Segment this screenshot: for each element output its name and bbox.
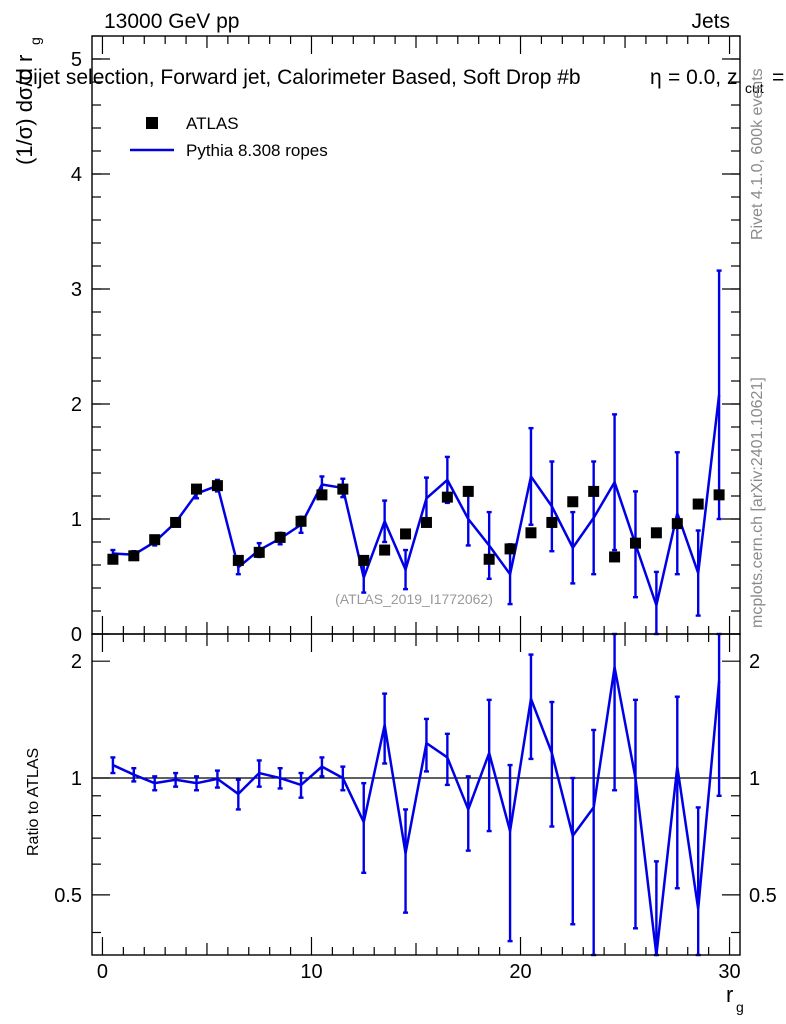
data-point — [274, 531, 286, 543]
ratio-plot-frame — [91, 633, 741, 956]
data-point — [191, 483, 203, 495]
data-point — [692, 498, 704, 510]
mc-series-line — [112, 394, 721, 607]
data-point — [211, 480, 223, 492]
data-point — [525, 527, 537, 539]
analysis-watermark: (ATLAS_2019_I1772062) — [335, 591, 493, 607]
legend-data-label: ATLAS — [186, 114, 239, 133]
data-point — [170, 516, 182, 528]
ratio-ytick-label: 1 — [71, 768, 82, 790]
data-point — [588, 485, 600, 497]
data-point — [358, 554, 370, 566]
data-point — [253, 546, 265, 558]
main-axis-ticks: 0 1 2 3 4 5 — [71, 35, 740, 646]
xtick-label: 10 — [300, 961, 322, 983]
plot-title-subscript: cut — [745, 80, 764, 96]
rivet-label: Rivet 4.1.0, 600k events — [749, 68, 766, 240]
main-ytick-label: 0 — [71, 624, 82, 646]
plot-title: Dijet selection, Forward jet, Calorimete… — [18, 66, 581, 89]
mcplots-label: mcplots.cern.ch [arXiv:2401.10621] — [749, 377, 766, 628]
legend-data-marker — [146, 117, 158, 129]
main-ylabel-subscript: g — [27, 37, 43, 45]
data-point — [441, 491, 453, 503]
plot-title-eta: η — [650, 66, 662, 89]
plot-title-params: = 0.0, z — [668, 66, 737, 89]
xtick-label: 20 — [509, 961, 531, 983]
ratio-ylabel: Ratio to ATLAS — [25, 748, 42, 856]
plot-title-end: = — [772, 66, 784, 89]
data-point — [107, 553, 119, 565]
data-point — [567, 496, 579, 508]
data-point — [316, 489, 328, 501]
ratio-axis-ticks: 0 10 20 30 0.5 0.5 1 1 2 2 — [54, 634, 777, 983]
data-point — [149, 534, 161, 546]
data-point — [609, 551, 621, 563]
legend: ATLAS Pythia 8.308 ropes — [130, 114, 328, 160]
main-ytick-label: 3 — [71, 279, 82, 301]
data-point — [629, 537, 641, 549]
ratio-ytick-label-right: 0.5 — [749, 885, 777, 907]
data-point — [546, 516, 558, 528]
main-ytick-label: 5 — [71, 49, 82, 71]
xtick-label: 0 — [97, 961, 108, 983]
data-point — [462, 485, 474, 497]
data-point — [671, 518, 683, 530]
data-point — [232, 554, 244, 566]
xtick-label: 30 — [718, 961, 740, 983]
xlabel-subscript: g — [736, 999, 744, 1015]
chart-series — [107, 269, 725, 957]
collision-label: 13000 GeV pp — [104, 10, 239, 33]
data-point — [400, 528, 412, 540]
data-point — [420, 516, 432, 528]
data-point — [128, 550, 140, 562]
main-ylabel: (1/σ) dσ/d r — [12, 55, 37, 165]
process-label: Jets — [691, 10, 730, 33]
data-point — [483, 553, 495, 565]
main-ytick-label: 2 — [71, 394, 82, 416]
data-point — [337, 483, 349, 495]
ratio-ytick-label: 0.5 — [54, 885, 82, 907]
data-point — [650, 527, 662, 539]
main-ytick-label: 4 — [71, 164, 82, 186]
xlabel: r — [726, 982, 733, 1007]
legend-mc-label: Pythia 8.308 ropes — [186, 141, 328, 160]
ratio-ytick-label-right: 1 — [749, 768, 760, 790]
ratio-ytick-label-right: 2 — [749, 651, 760, 673]
data-point — [504, 543, 516, 555]
main-ytick-label: 1 — [71, 509, 82, 531]
data-point — [295, 515, 307, 527]
data-point — [713, 489, 725, 501]
ratio-series-line — [112, 665, 721, 957]
data-point — [379, 544, 391, 556]
ratio-ytick-label: 2 — [71, 651, 82, 673]
